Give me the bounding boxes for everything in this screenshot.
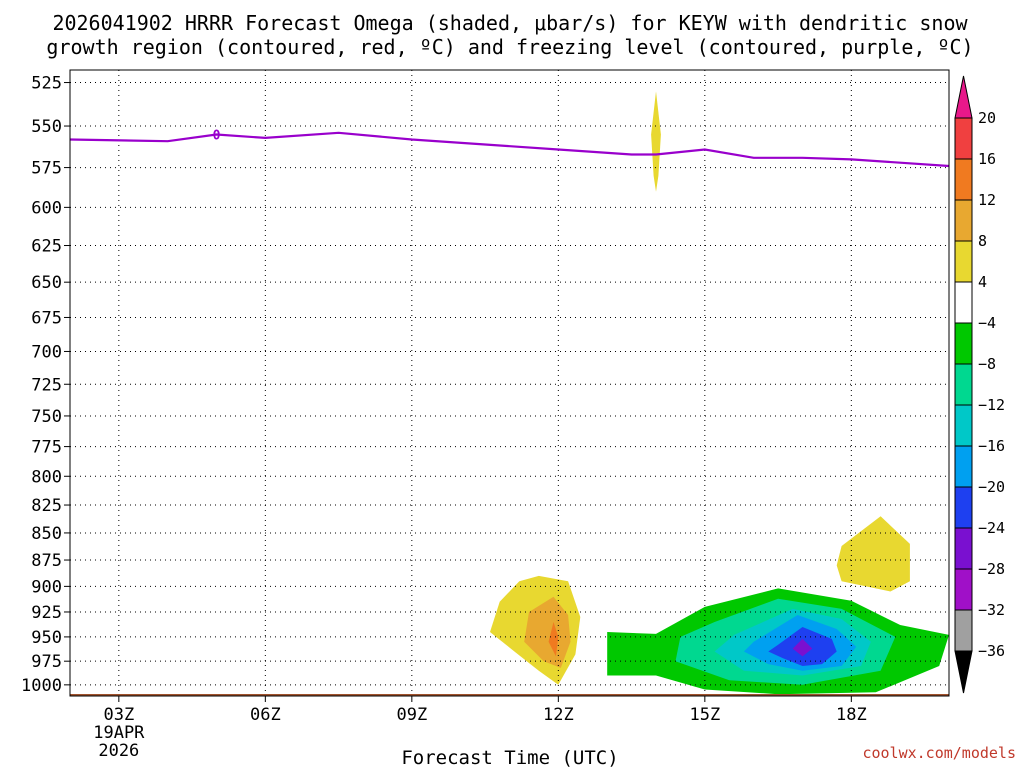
- x-tick-label-15Z: 15Z: [689, 705, 720, 725]
- colorbar-label-8: −16: [978, 437, 1005, 455]
- y-tick-label-600: 600: [31, 198, 62, 218]
- colorbar-bottom-arrow: [954, 650, 973, 694]
- y-tick-label-550: 550: [31, 117, 62, 137]
- x-tick-label-06Z: 06Z: [250, 705, 281, 725]
- y-tick-label-525: 525: [31, 74, 62, 94]
- colorbar-segment-13: [954, 609, 973, 652]
- credit-text: coolwx.com/models: [862, 744, 1016, 762]
- y-tick-label-925: 925: [31, 603, 62, 623]
- x-date-label: 19APR: [93, 723, 145, 743]
- y-tick-label-750: 750: [31, 407, 62, 427]
- y-tick-label-950: 950: [31, 628, 62, 648]
- omega-region-red-1200: [548, 622, 559, 657]
- y-tick-label-850: 850: [31, 524, 62, 544]
- chart-title-line2: growth region (contoured, red, ºC) and f…: [46, 35, 973, 59]
- y-tick-label-900: 900: [31, 577, 62, 597]
- colorbar-label-7: −12: [978, 396, 1005, 414]
- y-tick-label-725: 725: [31, 375, 62, 395]
- ground-rect: [70, 694, 949, 696]
- colorbar-segment-9: [954, 445, 973, 488]
- omega-region-purple-1700: [792, 638, 813, 657]
- colorbar: 20 16 12 8 4 −4 −8 −12 −16 −20 −24 −28 −32 −36: [954, 75, 1005, 694]
- x-tick-label-03Z: 03Z: [103, 705, 134, 725]
- freezing-level-label: 0: [213, 128, 221, 143]
- colorbar-label-3: 8: [978, 232, 987, 250]
- colorbar-segment-6: [954, 322, 973, 365]
- freezing-level-contour: 0: [69, 128, 950, 168]
- chart-title-line1: 2026041902 HRRR Forecast Omega (shaded, …: [52, 11, 968, 35]
- colorbar-segment-11: [954, 527, 973, 570]
- y-tick-label-650: 650: [31, 273, 62, 293]
- colorbar-label-6: −8: [978, 355, 996, 373]
- x-tick-label-09Z: 09Z: [396, 705, 427, 725]
- x-axis-label: Forecast Time (UTC): [401, 747, 618, 768]
- colorbar-segment-4: [954, 240, 973, 283]
- colorbar-label-1: 16: [978, 150, 996, 168]
- x-year-label: 2026: [98, 741, 139, 761]
- colorbar-segment-5: [954, 281, 973, 324]
- colorbar-label-0: 20: [978, 109, 996, 127]
- colorbar-top-arrow: [954, 75, 973, 119]
- colorbar-label-11: −28: [978, 560, 1005, 578]
- freezing-level-line: [69, 131, 950, 168]
- y-tick-label-975: 975: [31, 652, 62, 672]
- y-tick-label-775: 775: [31, 438, 62, 458]
- y-tick-label-825: 825: [31, 496, 62, 516]
- omega-region-yellow-top: [651, 91, 661, 192]
- y-tick-label-700: 700: [31, 342, 62, 362]
- omega-shading: [490, 91, 949, 695]
- colorbar-segment-12: [954, 568, 973, 611]
- colorbar-label-4: 4: [978, 273, 987, 291]
- colorbar-label-10: −24: [978, 519, 1005, 537]
- y-tick-label-675: 675: [31, 308, 62, 328]
- colorbar-segment-8: [954, 404, 973, 447]
- colorbar-label-13: −36: [978, 642, 1005, 660]
- omega-region-yellow-1830: [836, 516, 910, 592]
- x-tick-label-12Z: 12Z: [543, 705, 574, 725]
- colorbar-segment-2: [954, 158, 973, 201]
- x-tick-label-18Z: 18Z: [836, 705, 867, 725]
- colorbar-segment-1: [954, 117, 973, 160]
- y-tick-label-800: 800: [31, 467, 62, 487]
- y-tick-label-575: 575: [31, 159, 62, 179]
- y-axis: 525 550 575 600 625 650 675 700 725 750 775 800 825 8…: [21, 74, 70, 696]
- colorbar-label-12: −32: [978, 601, 1005, 619]
- colorbar-segment-7: [954, 363, 973, 406]
- colorbar-label-9: −20: [978, 478, 1005, 496]
- plot-frame: [69, 69, 950, 697]
- colorbar-label-5: −4: [978, 314, 996, 332]
- colorbar-label-2: 12: [978, 191, 996, 209]
- y-tick-label-875: 875: [31, 551, 62, 571]
- y-tick-label-1000: 1000: [21, 676, 62, 696]
- omega-region-orange-1200: [524, 596, 571, 668]
- y-tick-label-625: 625: [31, 237, 62, 257]
- colorbar-segment-10: [954, 486, 973, 529]
- colorbar-segment-3: [954, 199, 973, 242]
- ground-strip: [70, 694, 949, 696]
